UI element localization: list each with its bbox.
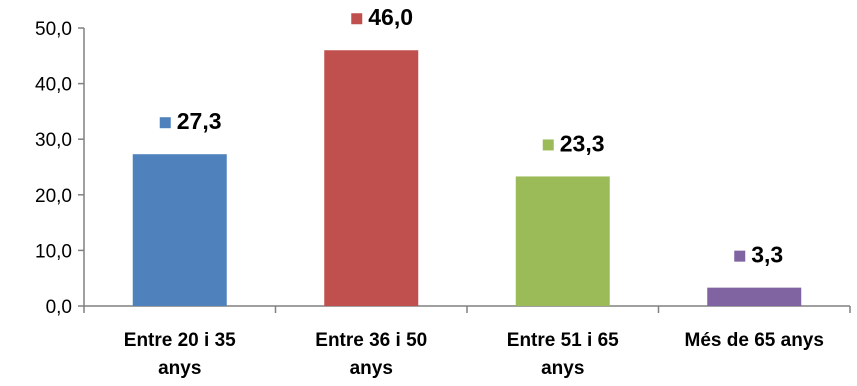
x-tick-label: anys	[158, 358, 201, 379]
y-tick-label: 20,0	[35, 186, 72, 207]
x-tick-label: Entre 20 i 35	[124, 330, 236, 351]
y-tick-label: 10,0	[35, 241, 72, 262]
data-label-key	[159, 117, 171, 129]
x-tick-label: anys	[350, 358, 393, 379]
x-tick-label: Entre 36 i 50	[315, 330, 427, 351]
data-label: 27,3	[177, 108, 222, 134]
data-labels: 27,3 46,0 23,3 3,3	[159, 4, 783, 268]
bars	[132, 50, 802, 306]
x-axis-ticks: Entre 20 i 35 anys Entre 36 i 50 anys Entre …	[124, 330, 824, 379]
data-label-key	[542, 139, 554, 151]
y-tick-label: 50,0	[35, 19, 72, 40]
bar-4	[707, 287, 802, 306]
y-tick-label: 0,0	[46, 297, 72, 318]
bar-2	[324, 50, 419, 306]
y-axis-ticks: 0,0 10,0 20,0 30,0 40,0 50,0	[35, 19, 84, 318]
bar-3	[515, 176, 610, 306]
bar-1	[132, 154, 227, 306]
data-label: 23,3	[560, 130, 605, 156]
x-tick-label: Més de 65 anys	[685, 330, 824, 351]
data-label-key	[734, 250, 746, 262]
data-label-key	[351, 13, 363, 25]
y-tick-label: 40,0	[35, 75, 72, 96]
data-label: 3,3	[751, 242, 783, 268]
data-label: 46,0	[368, 4, 413, 30]
y-tick-label: 30,0	[35, 130, 72, 151]
x-tick-label: Entre 51 i 65	[507, 330, 619, 351]
x-tick-label: anys	[541, 358, 584, 379]
